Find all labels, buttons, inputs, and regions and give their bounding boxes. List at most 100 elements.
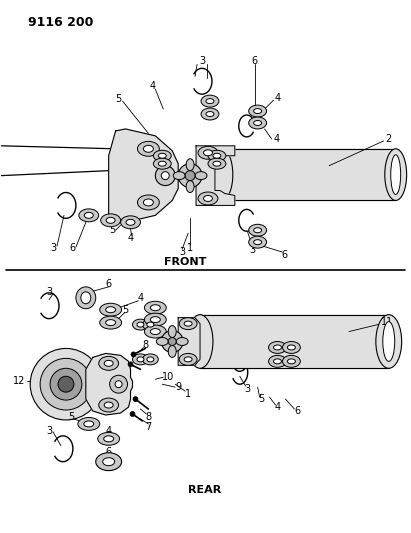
Circle shape <box>168 337 176 345</box>
Ellipse shape <box>144 301 166 314</box>
Ellipse shape <box>104 402 113 408</box>
Text: 3: 3 <box>179 247 185 257</box>
Text: 1: 1 <box>187 243 193 253</box>
Circle shape <box>133 397 138 401</box>
Text: 4: 4 <box>275 93 281 103</box>
Ellipse shape <box>78 417 100 430</box>
Ellipse shape <box>184 321 192 326</box>
Text: 1: 1 <box>185 389 191 399</box>
Text: 4: 4 <box>149 81 155 91</box>
Ellipse shape <box>168 345 176 358</box>
Ellipse shape <box>104 436 113 442</box>
Ellipse shape <box>249 236 267 248</box>
Ellipse shape <box>150 317 160 322</box>
Ellipse shape <box>211 149 233 200</box>
Ellipse shape <box>143 319 158 330</box>
Text: 3: 3 <box>245 384 251 394</box>
Text: 8: 8 <box>145 412 151 422</box>
Text: 6: 6 <box>70 243 76 253</box>
Ellipse shape <box>168 326 176 337</box>
Circle shape <box>50 368 82 400</box>
Ellipse shape <box>156 337 168 345</box>
Circle shape <box>130 411 135 416</box>
Circle shape <box>58 376 74 392</box>
Circle shape <box>40 358 92 410</box>
Text: REAR: REAR <box>188 486 222 496</box>
Ellipse shape <box>155 166 175 185</box>
Ellipse shape <box>186 159 194 171</box>
Ellipse shape <box>254 228 262 233</box>
Ellipse shape <box>385 149 406 200</box>
Ellipse shape <box>96 453 122 471</box>
Ellipse shape <box>254 120 262 125</box>
Ellipse shape <box>76 287 96 309</box>
Ellipse shape <box>153 150 171 161</box>
Text: 5: 5 <box>109 225 116 235</box>
Ellipse shape <box>158 154 166 158</box>
Ellipse shape <box>137 141 159 156</box>
Ellipse shape <box>150 328 160 335</box>
Circle shape <box>128 362 133 367</box>
Ellipse shape <box>268 342 286 353</box>
Text: 3: 3 <box>46 426 52 436</box>
Ellipse shape <box>99 398 119 412</box>
Text: 12: 12 <box>13 376 25 386</box>
Ellipse shape <box>287 359 296 364</box>
Ellipse shape <box>208 158 226 169</box>
Bar <box>200 314 389 368</box>
Ellipse shape <box>153 158 171 169</box>
Ellipse shape <box>132 319 148 330</box>
Ellipse shape <box>198 147 218 159</box>
Ellipse shape <box>100 303 122 316</box>
Text: 5: 5 <box>259 394 265 404</box>
Ellipse shape <box>282 342 300 353</box>
Ellipse shape <box>195 172 207 180</box>
Text: 7: 7 <box>145 422 152 432</box>
Ellipse shape <box>206 99 214 103</box>
Ellipse shape <box>158 161 166 166</box>
Polygon shape <box>196 146 235 205</box>
Polygon shape <box>178 318 200 365</box>
Ellipse shape <box>143 354 158 365</box>
Circle shape <box>30 349 102 420</box>
Text: 9116 200: 9116 200 <box>28 15 94 29</box>
Ellipse shape <box>137 357 144 362</box>
Ellipse shape <box>391 155 401 195</box>
Ellipse shape <box>274 345 282 350</box>
Ellipse shape <box>208 150 226 161</box>
Ellipse shape <box>132 354 148 365</box>
Circle shape <box>161 330 183 352</box>
Text: 3: 3 <box>46 287 52 297</box>
Text: 3: 3 <box>199 56 205 67</box>
Circle shape <box>178 164 202 188</box>
Ellipse shape <box>173 172 185 180</box>
Ellipse shape <box>101 214 120 227</box>
Ellipse shape <box>176 337 188 345</box>
Ellipse shape <box>98 432 120 445</box>
Ellipse shape <box>147 357 154 362</box>
Ellipse shape <box>103 458 115 466</box>
Ellipse shape <box>115 381 122 387</box>
Ellipse shape <box>282 356 300 367</box>
Text: FRONT: FRONT <box>164 257 206 267</box>
Ellipse shape <box>201 108 219 120</box>
Polygon shape <box>109 129 178 222</box>
Ellipse shape <box>201 95 219 107</box>
Ellipse shape <box>81 292 91 304</box>
Text: 6: 6 <box>106 447 112 457</box>
Ellipse shape <box>213 154 221 158</box>
Circle shape <box>185 171 195 181</box>
Ellipse shape <box>84 421 94 427</box>
Polygon shape <box>86 353 132 415</box>
Text: 5: 5 <box>68 412 74 422</box>
Ellipse shape <box>213 161 221 166</box>
Text: 4: 4 <box>137 293 143 303</box>
Ellipse shape <box>120 216 141 229</box>
Ellipse shape <box>376 314 402 368</box>
Ellipse shape <box>274 359 282 364</box>
Text: 10: 10 <box>162 372 174 382</box>
Ellipse shape <box>161 172 169 180</box>
Ellipse shape <box>144 325 166 338</box>
Ellipse shape <box>187 314 213 368</box>
Text: 4: 4 <box>106 426 112 436</box>
